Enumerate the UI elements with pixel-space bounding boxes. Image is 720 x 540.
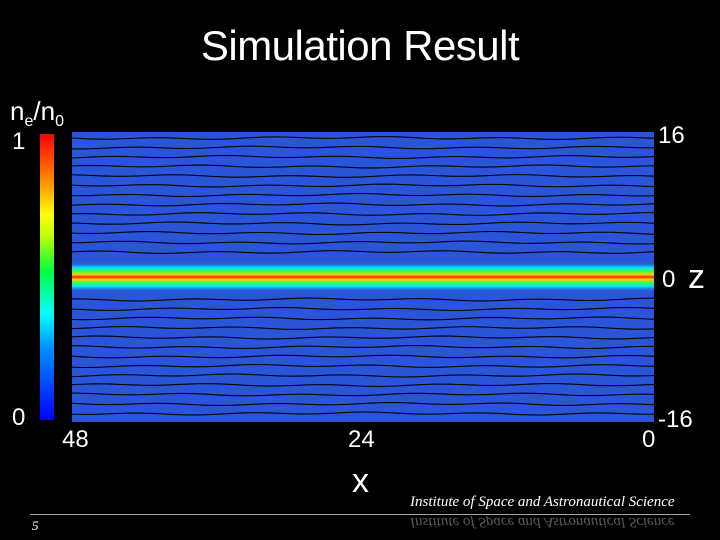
contour-line — [72, 402, 654, 407]
x-axis-label: x — [352, 462, 369, 500]
contour-line — [72, 316, 654, 321]
contour-line — [72, 136, 654, 141]
z-tick-top: 16 — [658, 122, 685, 149]
density-plot — [72, 132, 654, 422]
contour-line — [72, 174, 654, 178]
contour-line — [72, 250, 654, 254]
z-tick-middle: 0 — [662, 266, 676, 293]
contour-line — [72, 192, 654, 198]
contour-line — [72, 221, 654, 226]
contour-line — [72, 154, 654, 160]
contour-line — [72, 373, 654, 378]
contour-line — [72, 212, 654, 216]
z-axis-label: z — [688, 258, 705, 296]
slide-title: Simulation Result — [200, 22, 520, 69]
colorbar-min-label: 0 — [12, 404, 26, 431]
contour-line — [72, 306, 654, 312]
colorbar-label: ne/n0 — [10, 96, 64, 131]
contour-line — [72, 202, 654, 207]
x-tick-left: 48 — [62, 426, 89, 453]
colorbar-max-label: 1 — [12, 128, 26, 155]
current-sheet-band — [72, 262, 654, 292]
contour-line — [72, 240, 654, 245]
contour-line — [72, 326, 654, 330]
contour-line — [72, 164, 654, 169]
x-tick-middle: 24 — [348, 426, 375, 453]
page-number: 5 — [32, 518, 39, 533]
contour-line — [72, 363, 654, 369]
contour-line — [72, 411, 654, 416]
x-tick-right: 0 — [642, 426, 656, 453]
contour-line — [72, 183, 654, 188]
contour-line — [72, 335, 654, 340]
contour-line — [72, 297, 654, 302]
footer-divider — [30, 514, 690, 515]
z-tick-bottom: -16 — [658, 406, 693, 433]
contour-line — [72, 344, 654, 350]
colorbar — [40, 134, 54, 420]
contour-line — [72, 145, 654, 150]
contour-line — [72, 230, 654, 236]
institute-name-reflection: Institute of Space and Astronautical Sci… — [410, 516, 675, 530]
density-contour-image — [72, 136, 654, 416]
contour-line — [72, 354, 654, 359]
contour-line — [72, 392, 654, 397]
contour-line — [72, 382, 654, 387]
institute-name: Institute of Space and Astronautical Sci… — [410, 494, 675, 510]
